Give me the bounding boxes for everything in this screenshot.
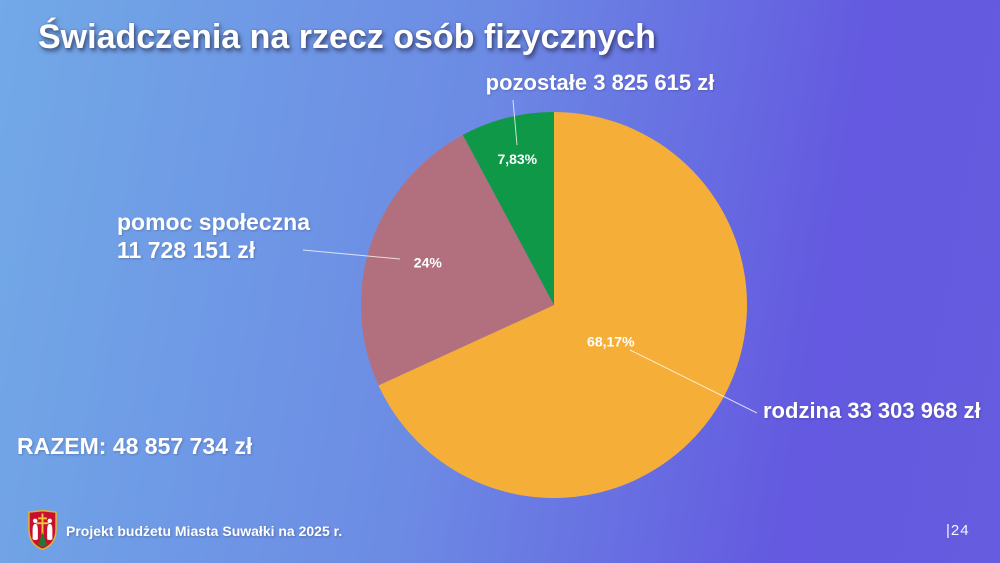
pie-percent-label-pomoc-spoleczna: 24% xyxy=(414,255,443,271)
leader-line-pozostale xyxy=(512,99,518,146)
crest-figures xyxy=(32,518,53,541)
callout-pomoc-spoleczna: pomoc społeczna 11 728 151 zł xyxy=(117,208,310,264)
pie-percent-labels: 68,17% 24% 7,83% xyxy=(414,151,635,350)
leader-lines xyxy=(302,99,758,414)
leader-line-pomoc xyxy=(302,249,401,260)
crest-tree xyxy=(38,532,47,547)
callout-rodzina: rodzina 33 303 968 zł xyxy=(763,398,981,423)
crest-cross xyxy=(36,513,49,536)
callout-pozostale: pozostałe 3 825 615 zł xyxy=(485,70,715,95)
pie-slice-rodzina xyxy=(378,112,747,498)
leader-line-rodzina xyxy=(629,349,758,414)
callout-pomoc-line2: 11 728 151 zł xyxy=(117,237,256,263)
pie-slices xyxy=(360,112,747,498)
pie-slice-pozostale xyxy=(462,112,554,305)
page-number: |24 xyxy=(946,522,970,539)
total-label: RAZEM: 48 857 734 zł xyxy=(17,433,253,459)
callout-pomoc-line1: pomoc społeczna xyxy=(117,209,310,235)
pie-percent-label-rodzina: 68,17% xyxy=(587,334,635,350)
suwalki-coat-of-arms-icon xyxy=(28,509,57,551)
footer-text: Projekt budżetu Miasta Suwałki na 2025 r… xyxy=(66,523,343,539)
slide-title: Świadczenia na rzecz osób fizycznych xyxy=(38,18,656,56)
pie-slice-pomoc-spoleczna xyxy=(360,134,554,386)
pie-percent-label-pozostale: 7,83% xyxy=(497,151,537,167)
